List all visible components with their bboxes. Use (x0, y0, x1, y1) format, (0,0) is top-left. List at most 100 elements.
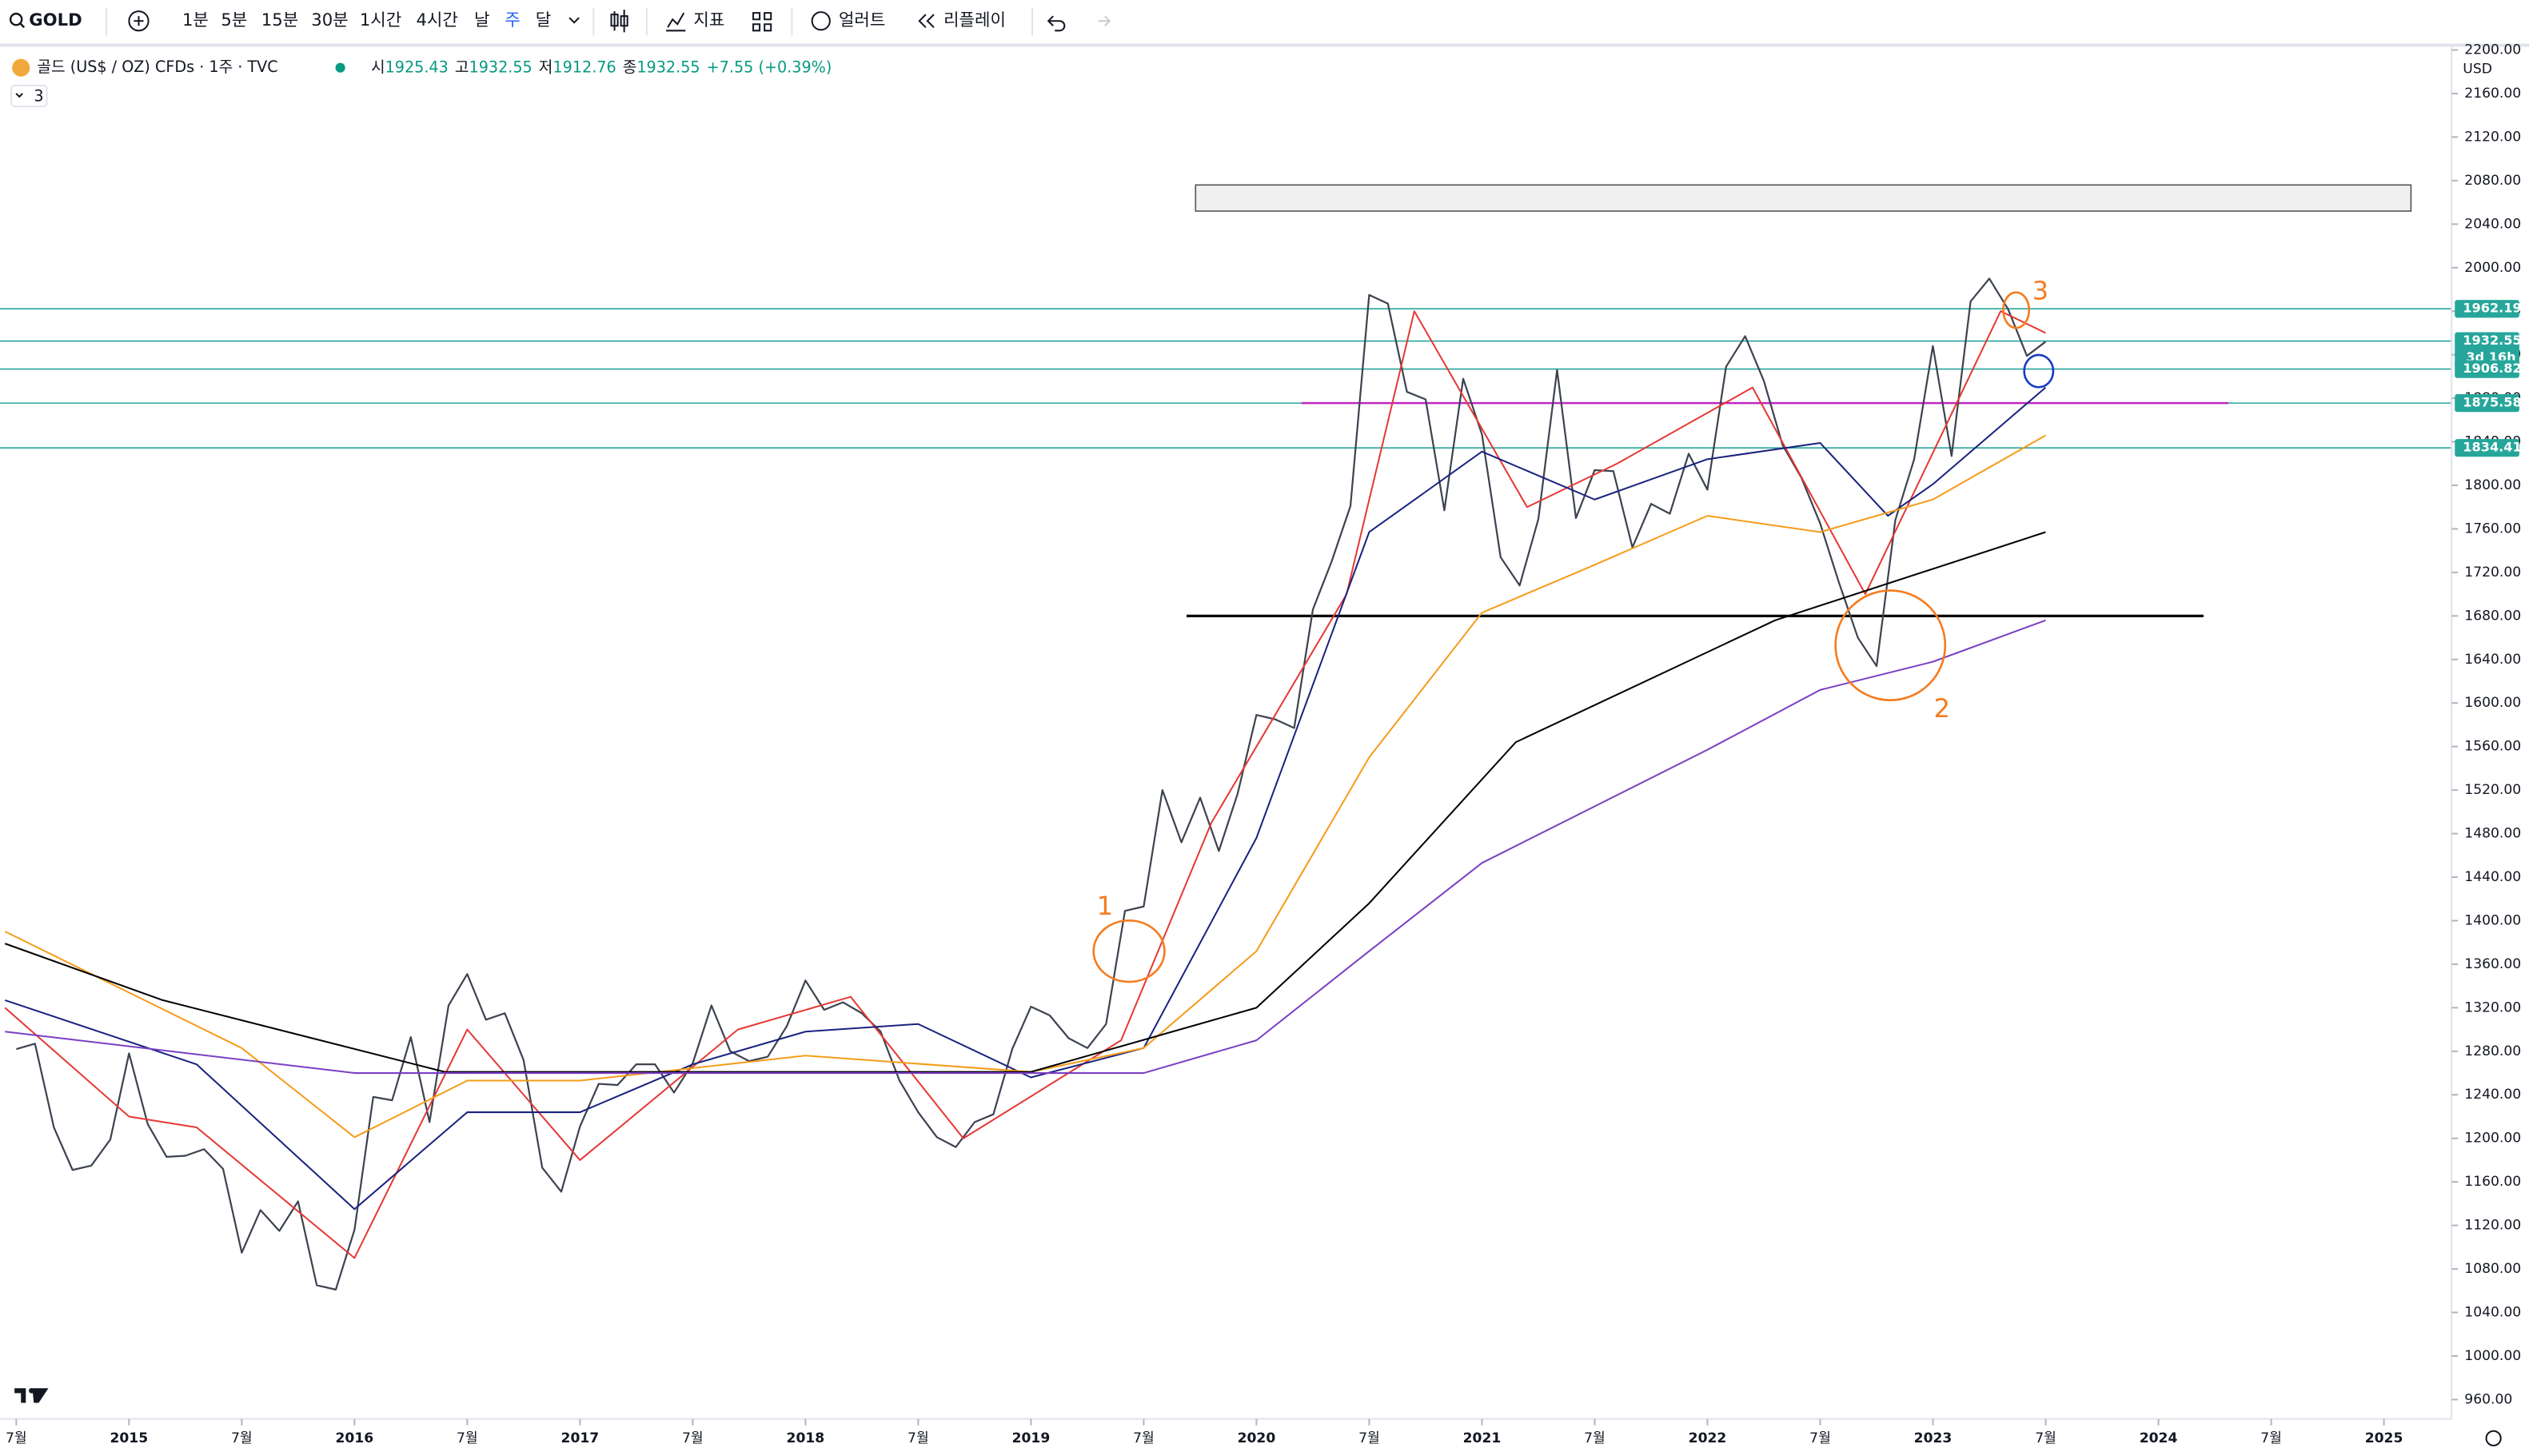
moving-average (4, 531, 2046, 1073)
add-symbol[interactable] (128, 10, 150, 32)
indicators[interactable]: 지표 (693, 10, 724, 30)
x-tick-label: 2020 (1238, 1430, 1276, 1446)
interval[interactable]: 15분 (261, 10, 298, 30)
x-tick-label: 2024 (2140, 1430, 2178, 1446)
market-status (335, 62, 345, 73)
ohlc-value: 1932.55 (469, 58, 533, 76)
x-tick-label: 7월 (6, 1430, 27, 1446)
y-tick-label: 2080.00 (2464, 173, 2521, 189)
x-tick-label: 7월 (231, 1430, 253, 1446)
y-tick-label: 1240.00 (2464, 1087, 2521, 1103)
price-tag (2455, 439, 2519, 457)
price-line-series (16, 277, 2047, 1290)
x-tick-label: 2018 (787, 1430, 825, 1446)
tv-logo-dot (29, 1388, 34, 1394)
alert-icon[interactable] (811, 11, 831, 31)
y-tick-label: 1200.00 (2464, 1131, 2521, 1147)
y-tick-label: 1000.00 (2464, 1348, 2521, 1364)
x-tick-label: 2019 (1012, 1430, 1051, 1446)
y-tick-label: 2120.00 (2464, 129, 2521, 145)
annotation-label: 2 (1933, 693, 1950, 724)
y-tick-label: 1720.00 (2464, 564, 2521, 580)
replay-icon[interactable] (918, 14, 935, 28)
redo[interactable] (1098, 15, 1111, 26)
interval[interactable]: 1시간 (360, 10, 401, 30)
alerts[interactable]: 얼러트 (839, 10, 885, 30)
y-tick-label: 1400.00 (2464, 912, 2521, 928)
chevron (15, 93, 23, 98)
symbol[interactable]: GOLD (29, 10, 82, 30)
y-tick-label: 1440.00 (2464, 869, 2521, 885)
y-tick-label: 1480.00 (2464, 826, 2521, 842)
x-tick-label: 7월 (907, 1430, 929, 1446)
moving-average (4, 434, 2046, 1139)
price-tag-label: 1932.55 (2463, 333, 2521, 348)
indicator-toggle[interactable] (10, 84, 48, 108)
y-tick-label: 1120.00 (2464, 1218, 2521, 1234)
y-tick-label: 1760.00 (2464, 521, 2521, 537)
search-icon-handle (19, 22, 26, 29)
ohlc-value: 1925.43 (385, 58, 449, 76)
interval-menu[interactable] (568, 17, 580, 24)
chart-type-icon[interactable] (610, 10, 628, 33)
price-tag (2455, 394, 2519, 413)
x-tick-label: 2022 (1689, 1430, 1727, 1446)
undo[interactable] (1047, 15, 1066, 32)
annotation-circle (2002, 291, 2031, 329)
ohlc-value: 1932.55 (636, 58, 700, 76)
y-tick-label: 1520.00 (2464, 782, 2521, 798)
indicators-icon[interactable] (666, 12, 686, 32)
annotation-label: 3 (2032, 276, 2049, 306)
interval[interactable]: 1분 (182, 10, 209, 30)
y-tick-label: 2160.00 (2464, 86, 2521, 102)
interval[interactable]: 4시간 (416, 10, 457, 30)
change: +7.55 (+0.39%) (707, 58, 832, 76)
toolbar: GOLD 1분 5분 15분 30분 1시간 4시간 날 주 달 지표 얼러트 리플레이 (0, 8, 2529, 47)
y-tick-label: 2200.00 (2464, 42, 2521, 58)
interval[interactable]: 30분 (311, 10, 348, 30)
ohlc-label: 고 (455, 58, 469, 76)
x-tick-label: 7월 (457, 1430, 478, 1446)
y-tick-label: 1160.00 (2464, 1174, 2521, 1190)
y-tick-label: 2000.00 (2464, 260, 2521, 276)
interval[interactable]: 5분 (221, 10, 247, 30)
y-tick-label: 1560.00 (2464, 739, 2521, 755)
interval[interactable]: 주 (505, 10, 520, 30)
replay[interactable]: 리플레이 (943, 10, 1006, 30)
annotation-label: 1 (1097, 891, 1114, 921)
settings-icon[interactable] (2485, 1430, 2502, 1446)
resistance-box (1195, 184, 2412, 212)
search-icon[interactable] (9, 12, 23, 26)
y-tick-label: 1320.00 (2464, 999, 2521, 1015)
x-tick-label: 7월 (2035, 1430, 2056, 1446)
interval-group: 1분 5분 15분 30분 1시간 4시간 날 주 달 (182, 10, 551, 30)
y-tick-label: 1800.00 (2464, 477, 2521, 493)
x-tick-label: 7월 (1809, 1430, 1831, 1446)
layouts-icon[interactable] (752, 12, 772, 32)
interval[interactable]: 날 (474, 10, 489, 30)
ohlc-label: 종 (623, 58, 637, 76)
annotation-circle (1834, 589, 1947, 701)
price-tag-label: 1875.58 (2463, 395, 2521, 410)
x-tick-label: 2015 (110, 1430, 148, 1446)
ohlc-value: 1912.76 (552, 58, 616, 76)
price-tag (2455, 300, 2519, 318)
x-tick-label: 7월 (682, 1430, 704, 1446)
interval[interactable]: 달 (536, 10, 551, 30)
x-tick-label: 2025 (2365, 1430, 2403, 1446)
y-tick-label: 1360.00 (2464, 956, 2521, 972)
annotation-circle (2023, 353, 2055, 389)
annotation-circle (1092, 919, 1166, 983)
x-tick-label: 2021 (1463, 1430, 1502, 1446)
x-tick-label: 7월 (1584, 1430, 1606, 1446)
moving-average (4, 310, 2046, 1259)
y-tick-label: 1640.00 (2464, 652, 2521, 668)
symbol-title: 골드 (US$ / OZ) CFDs · 1주 · TVC (37, 58, 277, 76)
legend: 골드 (US$ / OZ) CFDs · 1주 · TVC 시1925.43 고1… (10, 58, 832, 108)
y-tick-label: 1280.00 (2464, 1043, 2521, 1059)
y-tick-label: 2040.00 (2464, 216, 2521, 232)
ohlc-label: 시 (371, 58, 385, 76)
price-tag (2455, 360, 2519, 378)
